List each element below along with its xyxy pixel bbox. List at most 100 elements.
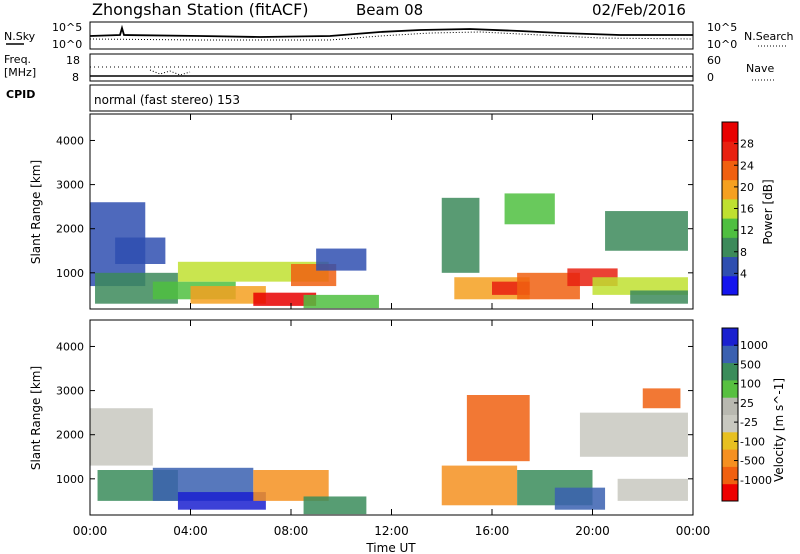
cpid-mode: normal (fast stereo) 153	[94, 93, 240, 107]
xtick-label: 00:00	[73, 524, 108, 538]
colorbar-swatch	[722, 179, 738, 200]
scatter-region	[617, 478, 688, 501]
scatter-region	[253, 470, 329, 501]
noise-left-tick-bottom: 10^0	[52, 38, 82, 51]
scatter-region	[190, 286, 266, 304]
noise-right-tick-bottom: 10^0	[707, 38, 737, 51]
scatter-region	[441, 197, 480, 273]
colorbar-swatch	[722, 256, 738, 277]
xtick-label: 04:00	[173, 524, 208, 538]
scatter-region	[642, 388, 681, 409]
colorbar-frame	[721, 327, 739, 502]
colorbar-swatch	[722, 160, 738, 181]
velocity-colorbar: 1000 500 100 25 -25 -100 -500 -1000	[721, 327, 772, 502]
power-colorbar: 4 8 12 16 20 24 28	[721, 121, 754, 296]
velocity-colorbar-label-text: Velocity [m s^-1]	[772, 378, 786, 482]
colorbar-tick-label: 1000	[740, 339, 768, 352]
colorbar-swatch	[722, 397, 738, 415]
colorbar-swatch	[722, 141, 738, 161]
beam-label: Beam 08	[356, 1, 423, 19]
scatter-region	[630, 290, 688, 304]
ytick-label: 1000	[56, 267, 84, 280]
xtick-label: 16:00	[475, 524, 510, 538]
noise-left-label: N.Sky	[4, 30, 36, 43]
scatter-region	[579, 412, 688, 457]
colorbar-tick-label: 100	[740, 378, 761, 391]
colorbar-tick-label: 4	[740, 267, 747, 280]
colorbar-swatch	[722, 483, 738, 502]
colorbar-swatch	[722, 328, 738, 346]
colorbar-swatch	[722, 198, 738, 219]
colorbar-tick-label: 24	[740, 159, 754, 172]
scatter-region	[115, 237, 166, 264]
velocity-ylabel: Slant Range [km]	[29, 366, 43, 470]
colorbar-swatch	[722, 431, 738, 450]
colorbar-tick-label: 28	[740, 138, 754, 151]
colorbar-tick-label: 12	[740, 224, 754, 237]
scatter-region	[303, 294, 379, 309]
colorbar-tick-label: -100	[740, 435, 765, 448]
colorbar-swatch	[722, 218, 738, 238]
freq-right-tick-top: 60	[707, 54, 721, 67]
xtick-label: 08:00	[274, 524, 309, 538]
ytick-label: 1000	[56, 473, 84, 486]
power-yaxis: 1000 2000 3000 4000	[56, 134, 693, 280]
colorbar-tick-label: -1000	[740, 474, 772, 487]
xtick-label: 12:00	[374, 524, 409, 538]
scatter-region	[441, 465, 518, 506]
scatter-region	[466, 395, 530, 462]
freq-right-label: Nave	[746, 62, 774, 75]
ytick-label: 2000	[56, 223, 84, 236]
scatter-region	[177, 492, 266, 510]
time-axis: 00:00 04:00 08:00 12:00 16:00 20:00 00:00	[73, 114, 711, 538]
colorbar-swatch	[722, 275, 738, 296]
ytick-label: 4000	[56, 134, 84, 147]
scatter-region	[504, 193, 555, 225]
power-ylabel: Slant Range [km]	[29, 160, 43, 264]
freq-left-tick-bottom: 8	[72, 71, 79, 84]
scatter-region	[605, 211, 688, 251]
noise-sky-line	[89, 24, 693, 38]
colorbar-swatch	[722, 466, 738, 485]
freq-left-tick-top: 18	[66, 54, 80, 67]
noise-right-label: N.Search	[744, 30, 794, 43]
colorbar-swatch	[722, 237, 738, 258]
colorbar-tick-label: 500	[740, 358, 761, 371]
freq-left-label-1: Freq.	[4, 53, 31, 66]
xtick-label: 00:00	[676, 524, 711, 538]
cpid-panel-frame	[89, 84, 694, 112]
colorbar-swatch	[722, 122, 738, 142]
freq-right-tick-bottom: 0	[707, 71, 714, 84]
ytick-label: 3000	[56, 179, 84, 192]
cpid-label: CPID	[6, 88, 35, 101]
noise-left-tick-top: 10^5	[52, 21, 82, 34]
scatter-region	[253, 292, 317, 306]
scatter-region	[316, 248, 367, 271]
time-axis-label: Time UT	[365, 541, 416, 554]
colorbar-tick-label: 25	[740, 397, 754, 410]
ytick-label: 3000	[56, 385, 84, 398]
ytick-label: 4000	[56, 340, 84, 353]
power-colorbar-label: Power [dB]	[761, 179, 775, 244]
velocity-yaxis: 1000 2000 3000 4000	[56, 340, 693, 486]
nave-scatter	[149, 69, 191, 76]
ytick-label: 2000	[56, 429, 84, 442]
freq-left-label-2: [MHz]	[4, 66, 36, 79]
colorbar-tick-label: 8	[740, 246, 747, 259]
velocity-heatmap	[90, 388, 688, 515]
colorbar-swatch	[722, 362, 738, 381]
colorbar-tick-label: 16	[740, 203, 754, 216]
velocity-colorbar-label: Velocity [m s^-1]	[772, 378, 786, 482]
scatter-region	[303, 496, 367, 515]
colorbar-swatch	[722, 414, 738, 433]
colorbar-tick-label: -25	[740, 416, 758, 429]
colorbar-swatch	[722, 379, 738, 398]
station-title: Zhongshan Station (fitACF)	[92, 0, 309, 19]
power-heatmap	[90, 193, 688, 309]
scatter-region	[90, 408, 153, 466]
date-label: 02/Feb/2016	[592, 1, 686, 19]
colorbar-tick-label: 20	[740, 181, 754, 194]
noise-search-line	[89, 31, 694, 41]
colorbar-swatch	[722, 345, 738, 364]
